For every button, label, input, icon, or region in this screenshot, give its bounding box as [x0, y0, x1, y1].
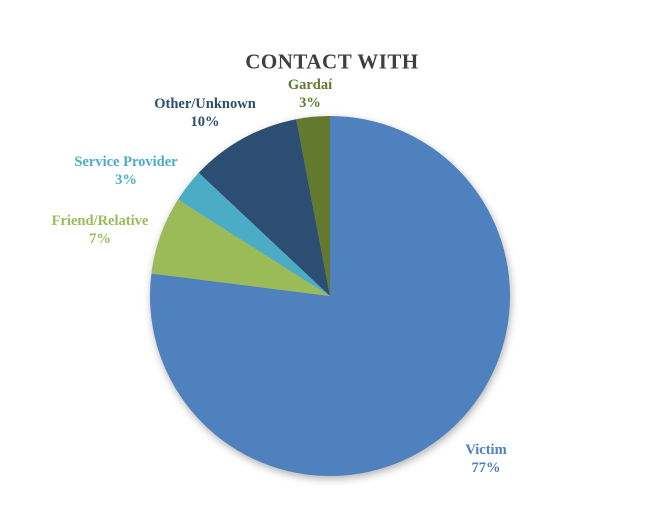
slice-label-other-unknown: Other/Unknown 10%: [154, 95, 256, 131]
slice-label-victim: Victim 77%: [465, 441, 506, 477]
slice-label-percent: 10%: [190, 114, 220, 130]
slice-label-category: Victim: [465, 442, 507, 458]
slice-label-percent: 77%: [471, 460, 501, 476]
pie-slice-garda: [296, 116, 330, 296]
slice-label-percent: 3%: [115, 172, 137, 188]
slice-label-category: Service Provider: [74, 154, 178, 170]
slice-label-percent: 3%: [299, 95, 321, 111]
pie-slice-service-provider: [178, 172, 330, 296]
slice-label-category: Friend/Relative: [51, 213, 149, 229]
slice-label-service-provider: Service Provider 3%: [74, 153, 177, 189]
chart-title: CONTACT WITH: [245, 49, 419, 74]
pie-slice-other-unknown: [198, 119, 330, 296]
slice-label-percent: 7%: [89, 231, 111, 247]
slice-label-category: Other/Unknown: [154, 96, 256, 112]
pie-slice-friend-relative: [151, 199, 330, 296]
slice-label-category: Gardaí: [287, 77, 333, 93]
slice-label-friend-relative: Friend/Relative 7%: [52, 212, 149, 248]
slice-label-garda: Gardaí 3%: [288, 76, 332, 112]
pie-slice-victim: [150, 116, 511, 476]
